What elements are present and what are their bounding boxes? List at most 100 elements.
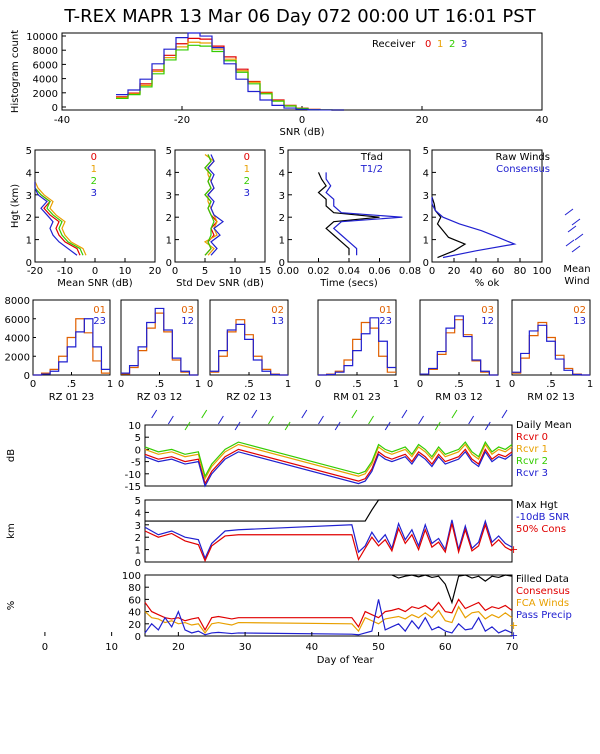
y-tick-label: 2000	[5, 352, 30, 363]
y-tick-label: 1	[26, 236, 32, 247]
series-line-3	[207, 154, 225, 256]
daily-wind-barb	[484, 421, 491, 431]
x-axis-label: SNR (dB)	[280, 127, 325, 138]
x-tick-label: 0.00	[277, 266, 299, 277]
legend-entry: 02	[573, 305, 586, 316]
series-line-Consensus	[431, 197, 517, 259]
x-axis-label: % ok	[475, 278, 500, 289]
daily_pct-frame	[144, 574, 513, 637]
y-tick-label: 0	[279, 258, 285, 269]
legend-entry: 0	[244, 152, 250, 163]
legend-entry: 13	[573, 316, 586, 327]
y-tick-label: 5	[423, 146, 429, 157]
x-axis-label: RM 01 23	[333, 392, 380, 403]
series-line--10db-snr	[144, 519, 513, 560]
series-line-rcvr-2	[144, 440, 513, 478]
legend-entry: Tfad	[360, 152, 383, 163]
y-axis-label: %	[6, 601, 17, 611]
legend-entry: -10dB SNR	[516, 512, 570, 523]
legend-entry: 03	[181, 305, 194, 316]
y-tick-label: 1	[135, 546, 141, 557]
end-marker: +	[509, 619, 518, 632]
legend-entry: 50% Cons	[516, 524, 566, 535]
daily-wind-barb	[217, 415, 224, 425]
x-tick-label: 0.08	[399, 266, 421, 277]
series-line-fca-winds	[144, 605, 513, 634]
legend-entry: T1/2	[360, 164, 383, 175]
wind-barb	[571, 245, 581, 253]
y-tick-label: 6000	[5, 315, 30, 326]
daily-wind-barb	[318, 415, 324, 425]
y-axis-label: Histogram count	[10, 30, 21, 113]
daily-wind-barb	[384, 421, 391, 431]
x-tick-label: 0	[118, 379, 124, 390]
series-line-3	[34, 181, 78, 256]
y-tick-label: 3	[166, 191, 172, 202]
y-tick-label: 100	[122, 571, 141, 582]
x-axis-label: RZ 03 12	[137, 392, 183, 403]
extra-label: Mean	[563, 264, 590, 275]
y-tick-label: 6000	[33, 60, 58, 71]
y-tick-label: 0	[26, 258, 32, 269]
x-tick-label: .5	[454, 379, 464, 390]
daily-wind-barb	[351, 409, 358, 419]
x-tick-label: 0	[207, 379, 213, 390]
y-tick-label: 4000	[33, 75, 58, 86]
legend-entry: 1	[91, 164, 97, 175]
x-tick-label: -20	[174, 115, 190, 126]
x-tick-label: 40	[470, 266, 483, 277]
daily-wind-barb	[468, 415, 475, 425]
legend-entry: 12	[481, 316, 494, 327]
daily-wind-barb	[368, 415, 374, 425]
histogram-step-02	[512, 321, 590, 376]
y-tick-label: 0	[52, 103, 58, 114]
x-axis-label: RM 03 12	[435, 392, 482, 403]
end-marker: +	[509, 543, 518, 556]
y-tick-label: 3	[423, 191, 429, 202]
wind-barb	[574, 233, 584, 241]
y-axis-label: Hgt (km)	[10, 184, 21, 228]
histogram-step-12	[121, 307, 198, 376]
y-tick-label: 3	[279, 191, 285, 202]
x-tick-label: 100	[532, 266, 551, 277]
y-tick-label: -10	[125, 470, 141, 481]
legend-entry: Rcvr 3	[516, 468, 548, 479]
y-tick-label: 0	[24, 371, 30, 382]
x-tick-label: 10	[229, 266, 242, 277]
y-tick-label: 4	[166, 168, 172, 179]
y-tick-label: 2000	[33, 89, 58, 100]
y-tick-label: 4000	[5, 334, 30, 345]
histogram-step-13	[512, 324, 590, 376]
y-tick-label: -5	[131, 458, 141, 469]
daily_snr-frame	[144, 424, 513, 487]
legend-entry: Raw Winds	[495, 152, 550, 163]
series-line-2	[34, 181, 84, 256]
x-tick-label: 5	[202, 266, 208, 277]
x-tick-label: 0	[315, 379, 321, 390]
x-tick-label: 0	[42, 642, 48, 653]
y-tick-label: 60	[128, 595, 141, 606]
legend-entry: 3	[244, 188, 250, 199]
series-line-filled-data	[391, 574, 513, 605]
y-tick-label: 0	[135, 632, 141, 643]
x-axis-label: Time (secs)	[319, 278, 378, 289]
legend-entry: 03	[481, 305, 494, 316]
legend-entry: 23	[93, 316, 106, 327]
page-title: T-REX MAPR 13 Mar 06 Day 072 00:00 UT 16…	[63, 6, 536, 27]
x-tick-label: 60	[492, 266, 505, 277]
x-tick-label: .5	[352, 379, 362, 390]
histogram-frame	[61, 32, 543, 111]
x-tick-label: 1	[587, 379, 593, 390]
series-line-2	[116, 44, 344, 111]
histogram-step-03	[420, 319, 498, 376]
y-tick-label: 10	[128, 421, 141, 432]
histogram-step-23	[33, 318, 110, 376]
y-tick-label: 8000	[5, 296, 30, 307]
legend-entry: Rcvr 1	[516, 444, 548, 455]
legend-entry: 01	[93, 305, 106, 316]
x-tick-label: 1	[195, 379, 201, 390]
x-tick-label: 0.02	[307, 266, 329, 277]
y-tick-label: 2	[279, 213, 285, 224]
x-tick-label: 20	[172, 642, 185, 653]
x-tick-label: .5	[67, 379, 77, 390]
